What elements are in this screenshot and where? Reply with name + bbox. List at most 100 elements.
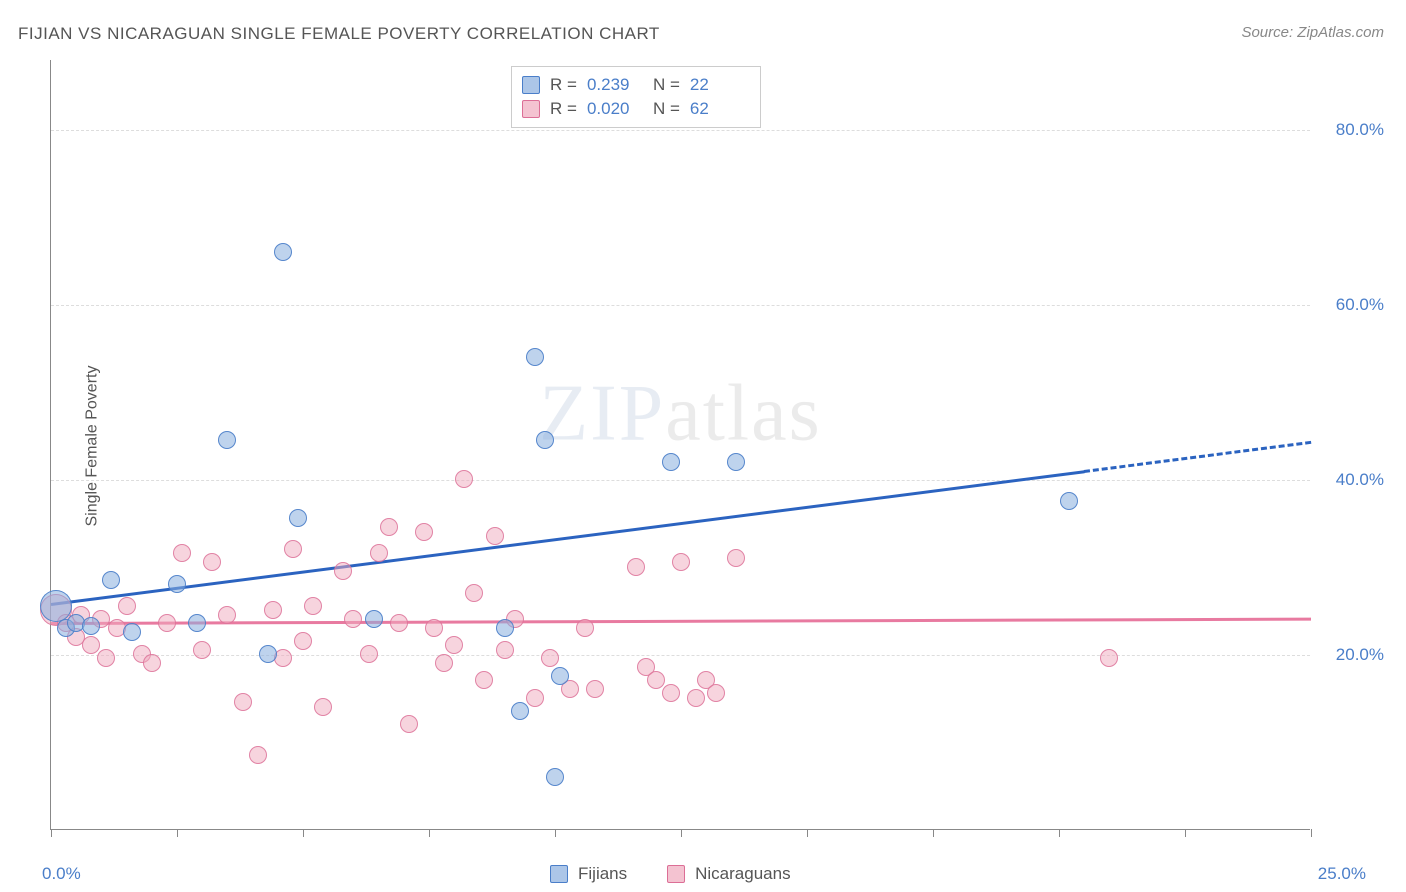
- legend-label-nicaraguans: Nicaraguans: [695, 864, 790, 884]
- data-point: [168, 575, 186, 593]
- stat-r-label: R =: [550, 97, 577, 121]
- data-point: [218, 606, 236, 624]
- data-point: [1060, 492, 1078, 510]
- xtick: [429, 829, 430, 837]
- correlation-stats-box: R = 0.239 N = 22 R = 0.020 N = 62: [511, 66, 761, 128]
- data-point: [344, 610, 362, 628]
- data-point: [496, 641, 514, 659]
- source-label: Source: ZipAtlas.com: [1241, 24, 1384, 41]
- xtick: [51, 829, 52, 837]
- data-point: [546, 768, 564, 786]
- data-point: [662, 684, 680, 702]
- stat-r-nicaraguans: 0.020: [587, 97, 643, 121]
- data-point: [274, 243, 292, 261]
- data-point: [294, 632, 312, 650]
- data-point: [551, 667, 569, 685]
- data-point: [475, 671, 493, 689]
- stat-r-fijians: 0.239: [587, 73, 643, 97]
- data-point: [82, 617, 100, 635]
- data-point: [455, 470, 473, 488]
- watermark: ZIPatlas: [539, 368, 822, 459]
- stats-row-nicaraguans: R = 0.020 N = 62: [522, 97, 746, 121]
- data-point: [118, 597, 136, 615]
- xtick: [933, 829, 934, 837]
- data-point: [334, 562, 352, 580]
- watermark-zip: ZIP: [539, 369, 665, 457]
- legend-item-fijians: Fijians: [550, 864, 627, 884]
- data-point: [249, 746, 267, 764]
- stat-r-label: R =: [550, 73, 577, 97]
- data-point: [203, 553, 221, 571]
- gridline: [51, 130, 1310, 131]
- data-point: [390, 614, 408, 632]
- data-point: [465, 584, 483, 602]
- data-point: [536, 431, 554, 449]
- data-point: [1100, 649, 1118, 667]
- xtick: [807, 829, 808, 837]
- data-point: [289, 509, 307, 527]
- data-point: [218, 431, 236, 449]
- xtick-min: 0.0%: [42, 864, 81, 884]
- data-point: [707, 684, 725, 702]
- data-point: [727, 453, 745, 471]
- plot-area: ZIPatlas R = 0.239 N = 22 R = 0.020 N = …: [50, 60, 1310, 830]
- data-point: [541, 649, 559, 667]
- data-point: [400, 715, 418, 733]
- data-point: [284, 540, 302, 558]
- swatch-blue-icon: [522, 76, 540, 94]
- stat-n-label: N =: [653, 73, 680, 97]
- data-point: [365, 610, 383, 628]
- gridline: [51, 480, 1310, 481]
- trend-line: [51, 470, 1085, 606]
- data-point: [193, 641, 211, 659]
- xtick: [1059, 829, 1060, 837]
- data-point: [496, 619, 514, 637]
- swatch-pink-icon: [522, 100, 540, 118]
- ytick-label: 80.0%: [1336, 120, 1384, 140]
- stat-n-nicaraguans: 62: [690, 97, 746, 121]
- data-point: [40, 590, 72, 622]
- chart-title: FIJIAN VS NICARAGUAN SINGLE FEMALE POVER…: [18, 24, 660, 44]
- data-point: [511, 702, 529, 720]
- legend-label-fijians: Fijians: [578, 864, 627, 884]
- data-point: [173, 544, 191, 562]
- xtick: [303, 829, 304, 837]
- gridline: [51, 305, 1310, 306]
- ytick-label: 40.0%: [1336, 470, 1384, 490]
- data-point: [360, 645, 378, 663]
- stats-row-fijians: R = 0.239 N = 22: [522, 73, 746, 97]
- data-point: [435, 654, 453, 672]
- stat-n-fijians: 22: [690, 73, 746, 97]
- data-point: [123, 623, 141, 641]
- stat-n-label: N =: [653, 97, 680, 121]
- data-point: [188, 614, 206, 632]
- watermark-atlas: atlas: [665, 369, 822, 457]
- data-point: [82, 636, 100, 654]
- legend-item-nicaraguans: Nicaraguans: [667, 864, 790, 884]
- data-point: [370, 544, 388, 562]
- xtick: [681, 829, 682, 837]
- data-point: [314, 698, 332, 716]
- data-point: [672, 553, 690, 571]
- data-point: [97, 649, 115, 667]
- ytick-label: 20.0%: [1336, 645, 1384, 665]
- data-point: [158, 614, 176, 632]
- data-point: [234, 693, 252, 711]
- xtick-max: 25.0%: [1318, 864, 1366, 884]
- data-point: [526, 348, 544, 366]
- swatch-pink-icon: [667, 865, 685, 883]
- xtick: [1311, 829, 1312, 837]
- data-point: [662, 453, 680, 471]
- data-point: [486, 527, 504, 545]
- data-point: [687, 689, 705, 707]
- data-point: [102, 571, 120, 589]
- ytick-label: 60.0%: [1336, 295, 1384, 315]
- trend-line: [1084, 441, 1311, 473]
- trend-line: [51, 617, 1311, 624]
- data-point: [425, 619, 443, 637]
- swatch-blue-icon: [550, 865, 568, 883]
- xtick: [1185, 829, 1186, 837]
- data-point: [576, 619, 594, 637]
- legend: Fijians Nicaraguans: [550, 864, 791, 884]
- xtick: [177, 829, 178, 837]
